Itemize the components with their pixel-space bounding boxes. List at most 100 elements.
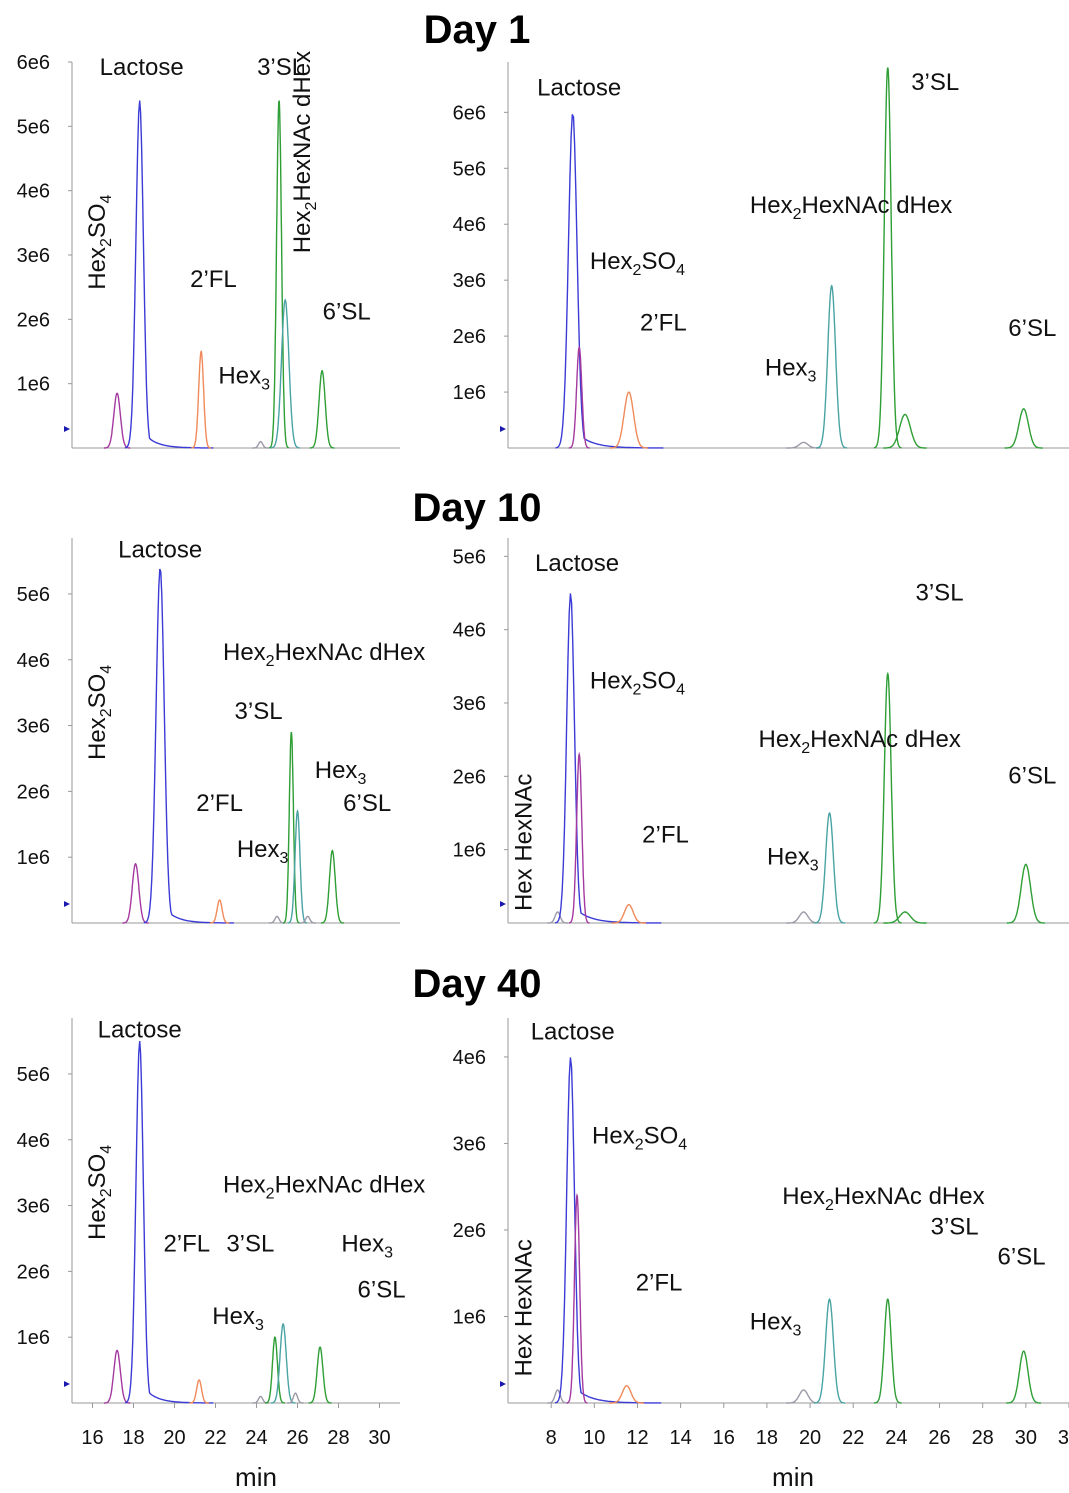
subscript: 3 xyxy=(255,1317,264,1334)
peak-trace-lactose xyxy=(143,568,234,924)
x-tick-label: 22 xyxy=(204,1427,226,1449)
label-text: SO xyxy=(641,667,676,694)
label-text: SO xyxy=(84,1154,111,1189)
peak-trace-hex3 xyxy=(268,915,286,924)
label-text: 6’SL xyxy=(1008,315,1056,342)
peak-label-3-sl: 3’SL xyxy=(931,1213,979,1240)
peak-label-hex3: Hex3 xyxy=(237,836,289,867)
subscript: 2 xyxy=(633,681,642,698)
x-tick-label: 18 xyxy=(122,1427,144,1449)
day-10-title: Day 10 xyxy=(413,486,542,530)
label-text: Hex xyxy=(84,1197,111,1240)
peak-label-hex3: Hex3 xyxy=(765,354,817,385)
label-text: 6’SL xyxy=(1008,763,1056,790)
baseline-marker-icon xyxy=(500,901,506,907)
label-text: Hex xyxy=(315,757,358,784)
subscript: 4 xyxy=(98,1145,115,1154)
y-tick-label: 5e6 xyxy=(17,584,50,606)
x-tick-label: 30 xyxy=(368,1427,390,1449)
subscript: 3 xyxy=(357,771,366,788)
label-text: Lactose xyxy=(535,550,619,577)
label-text: Hex xyxy=(237,836,280,863)
label-text: 3’SL xyxy=(916,579,964,606)
y-tick-label: 4e6 xyxy=(17,1130,50,1152)
peak-trace-fl2 xyxy=(609,1384,644,1404)
x-tick-label: 24 xyxy=(245,1427,267,1449)
label-text: 3’SL xyxy=(226,1231,274,1258)
subscript: 2 xyxy=(825,1197,834,1214)
label-text: 2’FL xyxy=(640,310,687,337)
peak-label-2-fl: 2’FL xyxy=(190,266,237,293)
label-text: Hex xyxy=(592,1122,635,1149)
label-text: HexNAc dHex xyxy=(802,192,953,219)
peak-label-3-sl: 3’SL xyxy=(911,69,959,96)
label-text: Hex xyxy=(750,192,793,219)
label-text: HexNAc dHex xyxy=(289,51,316,202)
peak-trace-sl3 xyxy=(883,911,927,924)
subscript: 2 xyxy=(98,708,115,717)
y-tick-label: 2e6 xyxy=(17,781,50,803)
peak-trace-hex3 xyxy=(252,440,269,449)
peak-label-hex2hexnac-dhex: Hex2HexNAc dHex xyxy=(750,192,952,223)
label-text: SO xyxy=(84,674,111,709)
y-tick-label: 6e6 xyxy=(453,102,486,124)
y-tick-label: 1e6 xyxy=(453,382,486,404)
label-text: Hex xyxy=(84,247,111,290)
peak-trace-hex2hexnac xyxy=(270,298,301,449)
label-text: Hex xyxy=(767,843,810,870)
peak-label-2-fl: 2’FL xyxy=(642,821,689,848)
label-text: 2’FL xyxy=(190,266,237,293)
y-tick-label: 4e6 xyxy=(17,181,50,203)
peak-trace-fl2 xyxy=(611,904,647,924)
x-tick-label: 26 xyxy=(928,1427,950,1449)
peak-trace-hex2so4 xyxy=(566,1193,588,1404)
x-tick-label: 28 xyxy=(327,1427,349,1449)
peak-trace-sl6 xyxy=(1004,408,1043,449)
peak-trace-fl2 xyxy=(189,1379,209,1404)
peak-trace-hex2hexnac xyxy=(270,1322,296,1404)
label-text: 6’SL xyxy=(323,298,371,325)
x-tick-label: 28 xyxy=(972,1427,994,1449)
label-text: 6’SL xyxy=(358,1277,406,1304)
y-tick-label: 2e6 xyxy=(17,1261,50,1283)
subscript: 3 xyxy=(810,857,819,874)
label-text: 6’SL xyxy=(343,790,391,817)
label-text: 3’SL xyxy=(911,69,959,96)
x-tick-label: 10 xyxy=(583,1427,605,1449)
y-tick-label: 4e6 xyxy=(17,650,50,672)
label-text: Hex xyxy=(218,363,261,390)
peak-trace-sl6 xyxy=(1006,1350,1041,1404)
subscript: 2 xyxy=(98,238,115,247)
peak-label-hex2so4: Hex2SO4 xyxy=(84,665,115,760)
label-text: 3’SL xyxy=(235,698,283,725)
subscript: 3 xyxy=(384,1245,393,1262)
x-tick-label: 26 xyxy=(286,1427,308,1449)
peak-label-2-fl: 2’FL xyxy=(640,310,687,337)
subscript: 4 xyxy=(98,194,115,203)
x-tick-label: 12 xyxy=(626,1427,648,1449)
peak-label-hex2hexnac-dhex: Hex2HexNAc dHex xyxy=(289,51,320,253)
x-axis-label-left: min xyxy=(235,1462,277,1492)
x-tick-label: 16 xyxy=(81,1427,103,1449)
peak-trace-hex2so4 xyxy=(568,345,590,449)
subscript: 2 xyxy=(266,653,275,670)
x-tick-label: 20 xyxy=(163,1427,185,1449)
subscript: 4 xyxy=(676,262,685,279)
peak-trace-hex2so4 xyxy=(568,751,590,924)
label-text: Hex xyxy=(212,1303,255,1330)
peak-label-2-fl: 2’FL xyxy=(163,1231,210,1258)
peak-label-hex2so4: Hex2SO4 xyxy=(592,1122,687,1153)
label-text: Lactose xyxy=(531,1019,615,1046)
peak-label-hex3: Hex3 xyxy=(212,1303,264,1334)
peak-label-hex2so4: Hex2SO4 xyxy=(84,1145,115,1240)
peak-label-lactose: Lactose xyxy=(100,54,184,81)
peak-trace-hex3 xyxy=(786,441,821,449)
peak-trace-hex3 xyxy=(287,1392,304,1404)
y-tick-label: 3e6 xyxy=(17,716,50,738)
peak-trace-sl3 xyxy=(883,413,927,449)
subscript: 2 xyxy=(635,1136,644,1153)
